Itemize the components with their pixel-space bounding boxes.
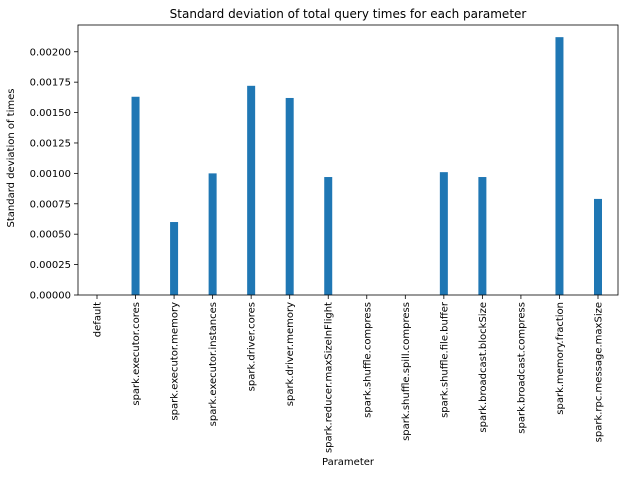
x-tick-label-2: spark.executor.memory (170, 302, 181, 421)
bar-2 (170, 222, 179, 295)
x-tick-label-9: spark.shuffle.file.buffer (439, 301, 450, 418)
x-tick-label-13: spark.rpc.message.maxSize (594, 302, 605, 442)
y-tick-label-7: 0.00175 (30, 78, 71, 89)
x-tick-label-5: spark.driver.memory (285, 302, 296, 406)
bar-1 (131, 96, 140, 295)
bar-6 (324, 177, 333, 295)
y-tick-label-3: 0.00075 (30, 199, 71, 210)
y-tick-label-2: 0.00050 (30, 230, 71, 241)
x-tick-label-6: spark.reducer.maxSizeInFlight (324, 302, 335, 453)
y-tick-label-8: 0.00200 (30, 47, 71, 58)
x-tick-label-7: spark.shuffle.compress (362, 302, 373, 418)
axes-frame (77, 24, 619, 296)
bars-group (131, 37, 602, 295)
y-tick-label-5: 0.00125 (30, 138, 71, 149)
bar-12 (555, 37, 564, 295)
x-ticks-group: default spark.executor.cores spark.executo… (93, 295, 605, 453)
bar-3 (208, 173, 217, 295)
x-tick-label-3: spark.executor.instances (208, 302, 219, 426)
x-axis-label: Parameter (322, 457, 375, 468)
x-tick-label-4: spark.driver.cores (247, 302, 258, 391)
plot-frame (77, 24, 619, 296)
y-tick-label-4: 0.00100 (30, 169, 71, 180)
x-tick-label-1: spark.executor.cores (131, 302, 142, 406)
chart-title: Standard deviation of total query times … (170, 7, 527, 21)
y-tick-label-1: 0.00025 (30, 260, 71, 271)
x-tick-label-10: spark.broadcast.blockSize (478, 302, 489, 433)
y-ticks-group: 0.00000 0.00025 0.00050 0.00075 0.00100 0.001… (30, 47, 78, 302)
x-tick-label-12: spark.memory.fraction (555, 302, 566, 415)
x-tick-label-0: default (93, 302, 104, 337)
bar-5 (285, 97, 294, 295)
y-tick-label-6: 0.00150 (30, 108, 71, 119)
bar-4 (247, 85, 256, 295)
x-tick-label-8: spark.shuffle.spill.compress (401, 302, 412, 441)
y-tick-label-0: 0.00000 (30, 291, 71, 302)
bar-10 (478, 177, 487, 295)
y-axis-label: Standard deviation of times (6, 89, 17, 228)
bar-9 (439, 172, 448, 295)
x-tick-label-11: spark.broadcast.compress (516, 302, 527, 434)
bar-13 (594, 198, 602, 295)
